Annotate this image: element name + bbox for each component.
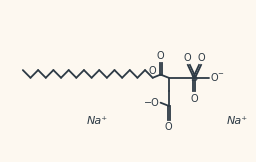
Text: S: S	[191, 73, 198, 83]
Text: O: O	[157, 51, 164, 61]
Text: Na⁺: Na⁺	[87, 116, 108, 126]
Text: O: O	[184, 52, 191, 63]
Text: O: O	[190, 93, 198, 104]
Text: −: −	[217, 71, 223, 77]
Text: O: O	[211, 73, 218, 83]
Text: Na⁺: Na⁺	[227, 116, 248, 126]
Text: O: O	[149, 66, 156, 76]
Text: −O: −O	[144, 98, 159, 108]
Text: O: O	[197, 52, 205, 63]
Text: O: O	[165, 122, 173, 132]
